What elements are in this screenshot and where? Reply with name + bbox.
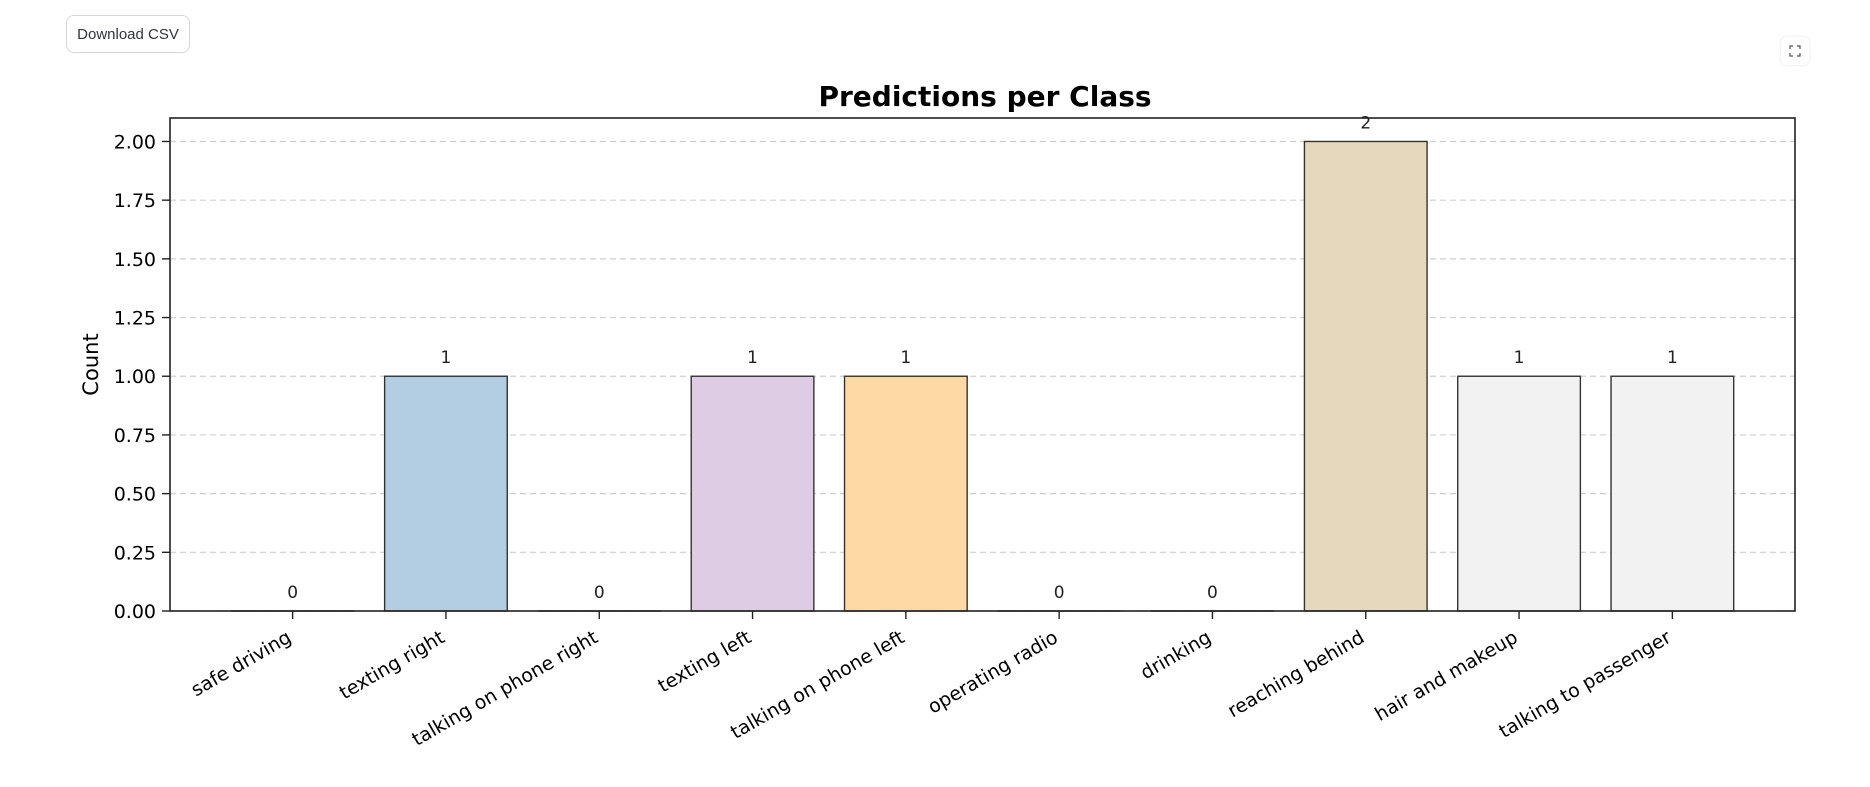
- y-tick-label: 1.75: [114, 190, 156, 212]
- bar: [843, 375, 968, 612]
- bar-value-label: 0: [1054, 583, 1065, 603]
- bar-value-label: 0: [287, 583, 298, 603]
- x-tick-label: safe driving: [187, 626, 295, 701]
- bar-value-label: 1: [1667, 348, 1678, 368]
- x-tick-label: reaching behind: [1224, 626, 1368, 722]
- bar: [1610, 375, 1735, 612]
- download-csv-button[interactable]: Download CSV: [66, 15, 190, 53]
- x-tick-label: texting left: [654, 626, 755, 697]
- y-tick-label: 0.75: [114, 425, 156, 447]
- chart-title: Predictions per Class: [818, 80, 1151, 113]
- bar-value-label: 1: [1514, 348, 1525, 368]
- bar: [1303, 140, 1428, 612]
- y-axis-label: Count: [79, 333, 103, 395]
- x-tick-label: operating radio: [924, 626, 1062, 718]
- y-tick-label: 0.25: [114, 542, 156, 564]
- x-tick-label: hair and makeup: [1371, 626, 1521, 725]
- expand-icon: [1789, 45, 1801, 57]
- y-tick-label: 1.50: [114, 249, 156, 271]
- y-tick-labels: 0.00 0.25 0.50 0.75 1.00 1.25 1.50 1.75 2.00: [114, 131, 170, 623]
- y-tick-label: 1.25: [114, 308, 156, 330]
- x-tick-label: talking to passenger: [1495, 626, 1675, 742]
- bar-value-label: 2: [1360, 113, 1371, 133]
- bar-value-label: 0: [594, 583, 605, 603]
- bar: [690, 375, 815, 612]
- y-tick-label: 0.50: [114, 484, 156, 506]
- bar-value-label: 1: [441, 348, 452, 368]
- bars: [231, 140, 1735, 612]
- x-tick-label: texting right: [336, 626, 449, 704]
- y-tick-label: 1.00: [114, 366, 156, 388]
- y-tick-label: 0.00: [114, 601, 156, 623]
- bar-value-label: 1: [900, 348, 911, 368]
- x-tick-label: drinking: [1137, 626, 1215, 684]
- bar-value-label: 0: [1207, 583, 1218, 603]
- bar-value-label: 1: [747, 348, 758, 368]
- y-tick-label: 2.00: [114, 131, 156, 153]
- fullscreen-button[interactable]: [1781, 37, 1809, 65]
- bar: [1457, 375, 1582, 612]
- value-labels: 0 1 0 1 1 0 0 2 1 1: [287, 113, 1678, 603]
- bar: [383, 375, 508, 612]
- plot-frame: [169, 117, 1796, 612]
